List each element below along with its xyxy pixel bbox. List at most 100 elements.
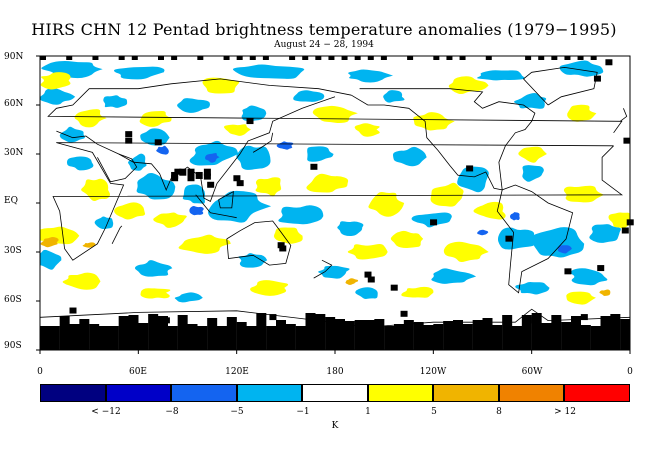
no-data-cell — [459, 56, 466, 60]
negative-anomaly-region — [136, 173, 176, 200]
no-data-cell — [256, 313, 267, 350]
negative-anomaly-region — [355, 287, 378, 299]
negative-anomaly-region — [307, 146, 334, 162]
negative-anomaly-region — [174, 292, 203, 303]
no-data-cell — [580, 314, 588, 321]
indonesia-coastline — [195, 194, 237, 219]
negative-anomaly-region — [293, 90, 325, 102]
no-data-cell — [315, 314, 326, 350]
negative-anomaly-region — [457, 166, 489, 193]
negative-anomaly-region — [241, 105, 267, 122]
no-data-cell — [531, 313, 542, 350]
no-data-cell — [246, 118, 254, 125]
no-data-cell — [423, 325, 434, 350]
negative-anomaly-region — [208, 190, 272, 223]
strong-negative-anomaly — [156, 145, 169, 155]
negative-anomaly-region — [570, 268, 608, 286]
negative-anomaly-region — [232, 64, 305, 79]
negative-anomaly-region — [113, 66, 165, 80]
no-data-cell — [531, 317, 539, 324]
no-data-cell — [305, 313, 316, 350]
no-data-cell — [226, 317, 237, 350]
negative-anomaly-region — [559, 60, 604, 77]
strong-negative-anomaly — [189, 206, 204, 216]
colorbar-swatch — [498, 384, 565, 402]
no-data-cell — [561, 322, 572, 350]
negative-anomaly-region — [348, 69, 393, 83]
no-data-cell — [335, 319, 345, 350]
positive-anomaly-region — [62, 272, 101, 290]
no-data-cell — [279, 245, 287, 252]
no-data-cell — [187, 175, 195, 182]
no-data-cell — [79, 319, 90, 350]
colorbar-label-6: 5 — [431, 407, 437, 417]
no-data-cell — [92, 56, 99, 60]
positive-anomaly-region — [81, 178, 110, 202]
no-data-cell — [571, 316, 581, 350]
negative-anomaly-region — [278, 205, 324, 225]
negative-anomaly-region — [497, 227, 535, 250]
colorbar-unit: K — [331, 421, 339, 431]
no-data-cell — [203, 168, 211, 176]
positive-anomaly-region — [223, 124, 251, 136]
positive-anomaly-region — [563, 185, 604, 203]
negative-anomaly-region — [59, 126, 85, 143]
no-data-cell — [443, 321, 454, 350]
negative-anomaly-region — [40, 249, 62, 270]
negative-anomaly-region — [337, 221, 364, 237]
negative-anomaly-region — [40, 87, 76, 105]
no-data-cell — [233, 175, 241, 182]
no-data-cell — [125, 137, 133, 144]
no-data-cell — [325, 317, 336, 350]
no-data-cell — [99, 326, 109, 350]
no-data-cell — [289, 56, 296, 60]
positive-anomaly-region — [567, 104, 597, 122]
map-title: HIRS CHN 12 Pentad brightness temperatur… — [31, 20, 617, 39]
no-data-cell — [367, 56, 374, 60]
asia-south-coastline — [56, 96, 336, 202]
colorbar-label-8: > 12 — [554, 407, 576, 417]
positive-anomaly-region — [347, 244, 388, 260]
uk-coastline — [619, 108, 628, 122]
lat-label-90n: 90N — [4, 52, 24, 62]
positive-anomaly-region — [74, 109, 107, 128]
no-data-cell — [118, 56, 125, 60]
no-data-cell — [593, 75, 601, 82]
no-data-cell — [344, 321, 355, 350]
no-data-cell — [49, 326, 60, 350]
no-data-cell — [482, 318, 493, 350]
no-data-cell — [69, 307, 77, 314]
colorbar-swatch — [105, 384, 172, 402]
no-data-cell — [236, 322, 247, 350]
no-data-cell — [610, 314, 621, 350]
negative-anomaly-region — [94, 216, 114, 230]
no-data-cell — [128, 315, 139, 350]
lat-label-60n: 60N — [4, 99, 24, 109]
colorbar-swatch — [564, 384, 630, 402]
lon-label-180: 180 — [326, 367, 344, 377]
no-data-cell — [446, 56, 453, 60]
no-data-cell — [108, 326, 119, 350]
positive-anomaly-region — [430, 182, 464, 207]
colorbar-swatch — [40, 384, 106, 402]
no-data-cell — [125, 131, 133, 138]
lon-label-60e: 60E — [128, 367, 148, 377]
no-data-cell — [502, 315, 513, 350]
no-data-cell — [472, 320, 483, 350]
no-data-cell — [364, 320, 375, 350]
positive-anomaly-region — [354, 123, 380, 137]
negative-anomaly-region — [392, 146, 427, 167]
no-data-cell — [541, 323, 552, 350]
no-data-cell — [403, 320, 414, 350]
no-data-cell — [597, 265, 605, 272]
no-data-cell — [590, 326, 601, 350]
no-data-cell — [276, 320, 286, 350]
positive-anomaly-region — [273, 227, 303, 244]
no-data-cell — [89, 324, 100, 350]
positive-anomaly-region — [202, 77, 240, 94]
eurasia-north-coastline — [47, 78, 623, 134]
no-data-cell — [236, 56, 243, 60]
no-data-cell — [538, 56, 545, 60]
colorbar-label-1: < −12 — [91, 407, 121, 417]
no-data-cell — [577, 56, 584, 60]
